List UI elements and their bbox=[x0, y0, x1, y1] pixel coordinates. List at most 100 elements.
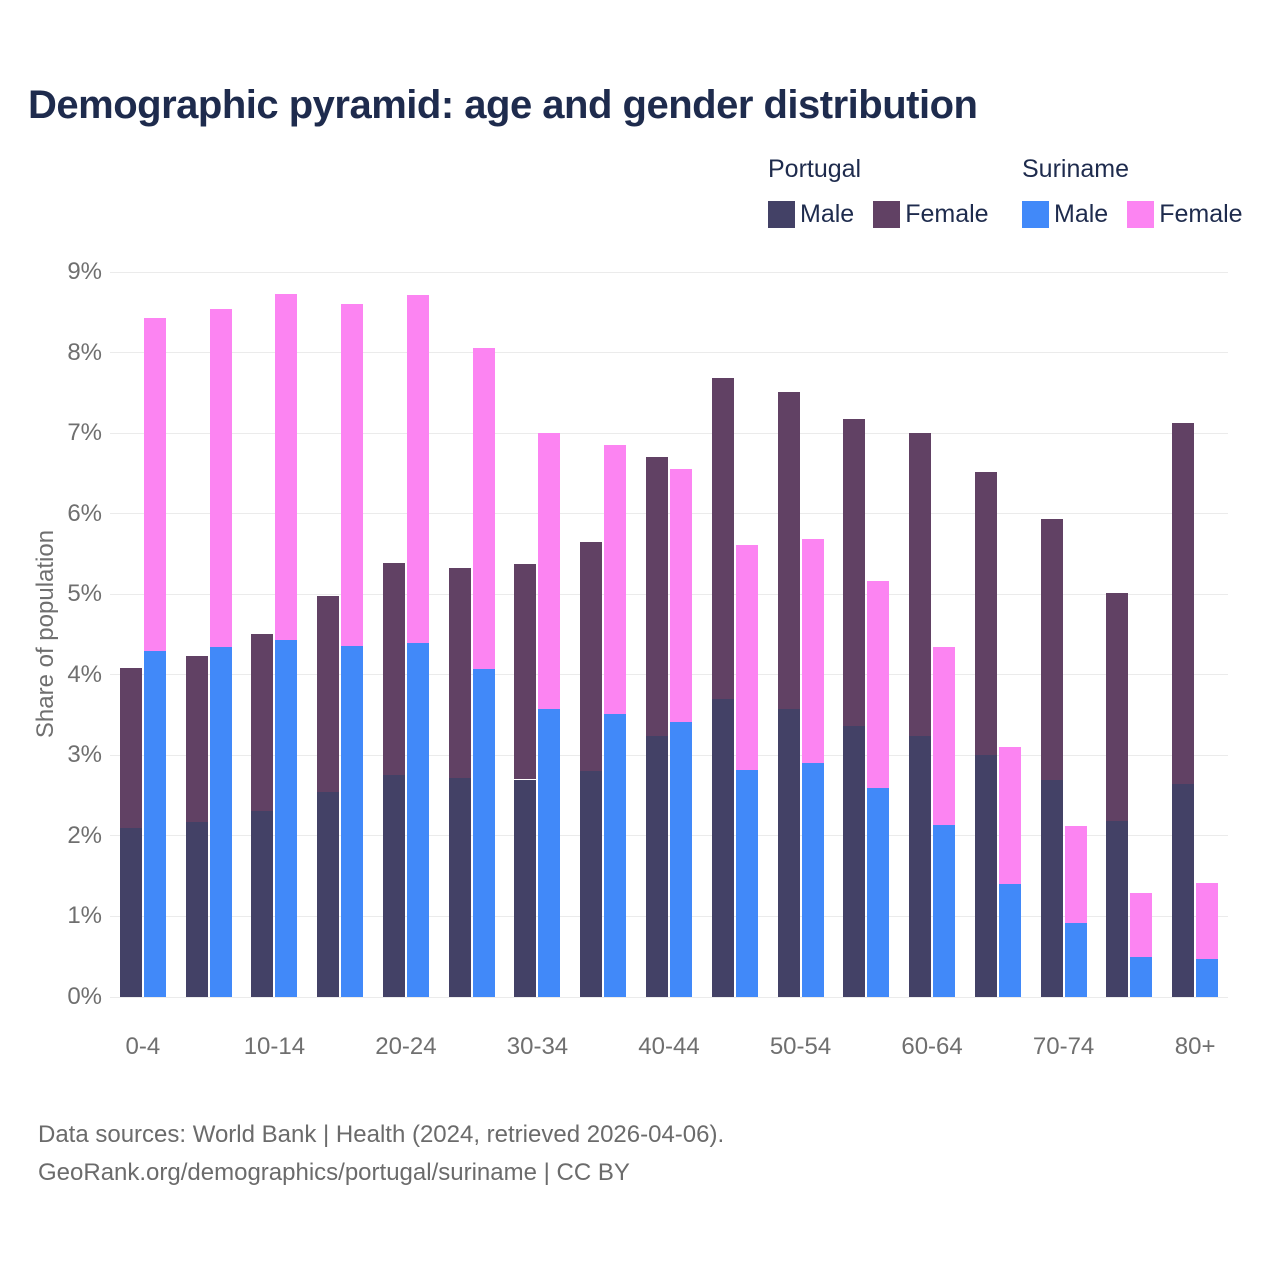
bar-segment-suriname-female bbox=[933, 646, 956, 826]
bar-segment-suriname-female bbox=[670, 468, 692, 723]
bar-segment-portugal-male bbox=[1106, 821, 1129, 997]
source-caption: Data sources: World Bank | Health (2024,… bbox=[38, 1116, 724, 1192]
bar-segment-suriname-male bbox=[472, 669, 495, 997]
bar-segment-suriname-female bbox=[801, 538, 824, 764]
y-tick-label: 3% bbox=[67, 741, 102, 769]
bar-segment-portugal-male bbox=[711, 698, 734, 997]
legend-swatch-portugal-male bbox=[768, 201, 795, 228]
bar-segment-portugal-female bbox=[909, 433, 932, 736]
source-caption-line1: Data sources: World Bank | Health (2024,… bbox=[38, 1121, 725, 1148]
y-tick-label: 5% bbox=[67, 580, 102, 608]
x-tick-label: 0-4 bbox=[125, 1033, 161, 1060]
y-tick-label: 1% bbox=[67, 902, 102, 930]
bar-segment-suriname-male bbox=[933, 825, 956, 997]
gridline bbox=[110, 674, 1228, 676]
legend-items-suriname: Male Female bbox=[1022, 200, 1262, 229]
bar-segment-suriname-male bbox=[998, 884, 1021, 997]
chart-title: Demographic pyramid: age and gender dist… bbox=[28, 83, 978, 127]
x-tick-label: 10-14 bbox=[243, 1033, 306, 1060]
bar-segment-portugal-female bbox=[382, 562, 405, 776]
y-tick-label: 2% bbox=[67, 821, 102, 849]
y-tick-label: 9% bbox=[67, 258, 102, 285]
bar-segment-suriname-male bbox=[867, 788, 890, 997]
legend-items-portugal: Male Female bbox=[768, 200, 1008, 229]
bar-segment-suriname-female bbox=[143, 317, 166, 652]
legend-swatch-portugal-female bbox=[873, 201, 901, 228]
x-tick-label: 80+ bbox=[1174, 1033, 1216, 1060]
legend-item-suriname-female: Female bbox=[1127, 200, 1243, 229]
bar-segment-portugal-male bbox=[185, 822, 208, 997]
bar-segment-suriname-female bbox=[209, 309, 232, 647]
gridline bbox=[110, 915, 1228, 917]
y-tick-label: 0% bbox=[67, 983, 102, 1010]
legend-swatch-suriname-male bbox=[1022, 201, 1049, 228]
bar-segment-portugal-male bbox=[1040, 780, 1063, 997]
legend-item-portugal-male: Male bbox=[768, 200, 854, 229]
bar-segment-suriname-female bbox=[867, 581, 890, 789]
bar-segment-suriname-female bbox=[275, 293, 298, 641]
gridline bbox=[110, 835, 1228, 837]
bar-segment-suriname-female bbox=[998, 747, 1021, 885]
bar-segment-portugal-female bbox=[1040, 519, 1063, 781]
bar-segment-portugal-male bbox=[646, 736, 668, 997]
bar-segment-portugal-male bbox=[448, 777, 471, 997]
bar-segment-suriname-male bbox=[801, 763, 824, 997]
bar-segment-suriname-female bbox=[1130, 893, 1153, 957]
bar-segment-suriname-male bbox=[406, 642, 429, 997]
legend-group-suriname: Suriname Male Female bbox=[1022, 155, 1262, 229]
bar-segment-portugal-male bbox=[251, 810, 274, 997]
bar-segment-suriname-female bbox=[406, 294, 429, 643]
bar-segment-suriname-male bbox=[1130, 956, 1153, 997]
bar-segment-portugal-male bbox=[777, 709, 800, 997]
bar-segment-portugal-male bbox=[909, 736, 932, 997]
x-tick-label: 20-24 bbox=[375, 1033, 437, 1060]
legend-group-portugal: Portugal Male Female bbox=[768, 155, 1008, 229]
bar-segment-portugal-female bbox=[119, 667, 142, 828]
bar-segment-portugal-female bbox=[580, 541, 603, 772]
bar-segment-portugal-male bbox=[317, 792, 340, 997]
bar-segment-suriname-female bbox=[735, 545, 758, 770]
bar-segment-portugal-female bbox=[448, 568, 471, 778]
y-tick-label: 6% bbox=[67, 499, 102, 527]
y-tick-label: 4% bbox=[67, 660, 102, 688]
bar-segment-portugal-male bbox=[119, 827, 142, 997]
y-tick-label: 7% bbox=[67, 419, 102, 447]
bar-segment-suriname-male bbox=[1196, 959, 1219, 997]
legend-label-suriname-male: Male bbox=[1054, 200, 1109, 228]
gridline bbox=[110, 996, 1228, 998]
bar-segment-portugal-female bbox=[185, 656, 208, 823]
bar-segment-suriname-female bbox=[604, 445, 627, 715]
bar-segment-portugal-male bbox=[580, 771, 603, 997]
bar-segment-portugal-male bbox=[843, 725, 866, 997]
gridline bbox=[110, 754, 1228, 756]
bar-segment-portugal-female bbox=[777, 392, 800, 710]
bar-segment-suriname-male bbox=[735, 769, 758, 997]
bar-segment-portugal-female bbox=[251, 633, 274, 811]
gridline bbox=[110, 593, 1228, 595]
bar-segment-suriname-male bbox=[538, 709, 561, 997]
bar-segment-portugal-male bbox=[382, 775, 405, 997]
x-tick-label: 70-74 bbox=[1032, 1033, 1095, 1060]
bar-segment-suriname-female bbox=[538, 433, 561, 710]
bar-segment-portugal-male bbox=[974, 755, 997, 997]
bar-segment-portugal-female bbox=[317, 595, 340, 793]
gridline bbox=[110, 271, 1228, 273]
bar-segment-portugal-female bbox=[1172, 423, 1195, 785]
bar-segment-suriname-female bbox=[341, 304, 364, 646]
gridline bbox=[110, 432, 1228, 434]
legend-item-portugal-female: Female bbox=[873, 200, 989, 229]
x-tick-label: 60-64 bbox=[901, 1033, 963, 1060]
bar-segment-portugal-male bbox=[514, 779, 537, 997]
legend-item-suriname-male: Male bbox=[1022, 200, 1108, 229]
bar-segment-suriname-male bbox=[341, 645, 364, 997]
legend-header-suriname: Suriname bbox=[1022, 155, 1129, 183]
bar-segment-portugal-female bbox=[1106, 593, 1129, 822]
legend-label-suriname-female: Female bbox=[1159, 200, 1243, 228]
gridline bbox=[110, 352, 1228, 354]
bar-segment-suriname-male bbox=[143, 651, 166, 997]
bar-segment-portugal-female bbox=[843, 419, 866, 726]
legend-label-portugal-male: Male bbox=[800, 200, 855, 228]
bar-segment-suriname-female bbox=[1064, 826, 1087, 923]
y-tick-label: 8% bbox=[67, 338, 102, 366]
